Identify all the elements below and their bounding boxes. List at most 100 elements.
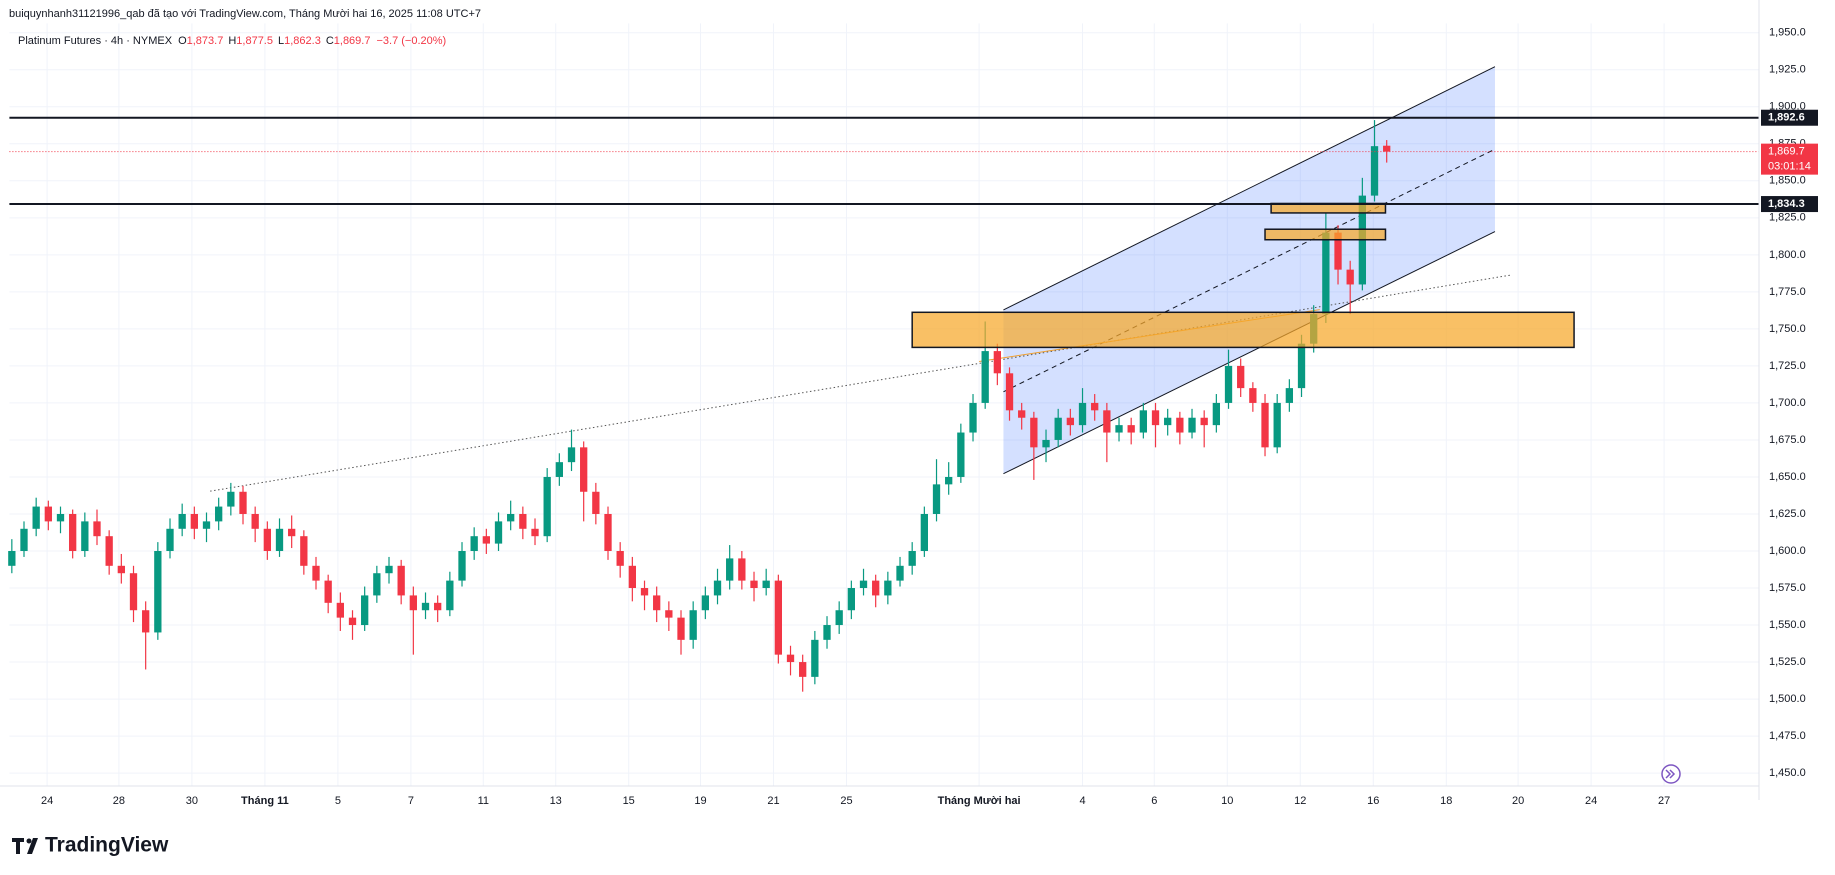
x-tick-label: 27	[1658, 795, 1670, 807]
candle-body	[251, 513, 259, 529]
candle-body	[580, 447, 588, 492]
y-tick-label: 1,900.0	[1769, 101, 1806, 113]
legend-symbol: Platinum Futures · 4h · NYMEX	[18, 35, 173, 47]
last-price-box	[1761, 143, 1818, 175]
candle-body	[653, 595, 661, 611]
candle-body	[81, 521, 89, 552]
candle-body	[409, 595, 417, 611]
candle-body	[1285, 388, 1294, 403]
candle-body	[969, 402, 977, 433]
y-tick-label: 1,600.0	[1769, 545, 1806, 557]
legend-value: 1,877.5	[236, 35, 273, 47]
y-tick-label: 1,575.0	[1769, 582, 1806, 594]
candle-body	[1273, 402, 1281, 448]
x-tick-label: 24	[41, 795, 53, 807]
candle-body	[336, 602, 344, 618]
y-tick-label: 1,925.0	[1769, 64, 1806, 76]
legend-value: 1,862.3	[284, 35, 321, 47]
y-tick-label: 1,825.0	[1769, 212, 1806, 224]
candle-body	[20, 528, 28, 552]
candle-body	[1018, 410, 1026, 418]
candle-body	[1030, 417, 1038, 448]
legend-key: O	[178, 35, 187, 47]
candle-body	[774, 580, 782, 655]
candle-body	[470, 536, 478, 552]
y-tick-label: 1,775.0	[1769, 286, 1806, 298]
candle-body	[859, 580, 868, 589]
axis-layer: 1,450.0 1,475.0 1,500.0 1,525.0 1,550.0 1,575…	[41, 27, 1818, 807]
candle-body	[1151, 410, 1160, 426]
candle-body	[932, 484, 941, 514]
candle-body	[458, 551, 466, 581]
candle-body	[531, 528, 539, 537]
legend-value: 1,869.7	[334, 35, 371, 47]
candle-body	[628, 565, 636, 589]
candle-body	[1176, 417, 1184, 433]
candle-body	[567, 447, 576, 463]
x-tick-label: Tháng 11	[241, 795, 289, 807]
y-tick-label: 1,725.0	[1769, 360, 1806, 372]
legend-key: L	[278, 35, 284, 47]
candle-body	[738, 558, 746, 581]
candle-body	[300, 536, 308, 566]
candle-body	[1212, 402, 1221, 426]
price-label: 1,892.6	[1768, 112, 1805, 124]
channel-mid-line	[1003, 148, 1496, 393]
candle-body	[288, 528, 296, 537]
candle-body	[361, 595, 369, 626]
candle-body	[1127, 425, 1135, 433]
candle-body	[275, 528, 284, 552]
overlay-layer	[9, 116, 1759, 349]
candle-body	[8, 551, 16, 566]
candle-body	[677, 617, 685, 640]
legend-value: 1,873.7	[187, 35, 224, 47]
candle-body	[129, 573, 138, 611]
button-icon[interactable]	[1665, 769, 1676, 779]
x-tick-label: 15	[623, 795, 635, 807]
price-label-box	[1761, 109, 1818, 126]
candle-body	[872, 580, 880, 596]
candle-body	[750, 580, 758, 589]
brand-logo	[12, 838, 38, 854]
candle-body	[69, 513, 77, 552]
candle-body	[1164, 417, 1172, 426]
candle-body	[592, 491, 600, 514]
x-tick-label: 10	[1221, 795, 1233, 807]
candle-body	[726, 558, 734, 581]
candle-body	[446, 580, 454, 611]
candle-body	[847, 588, 855, 611]
x-tick-label: 20	[1512, 795, 1524, 807]
candle-body	[920, 513, 929, 552]
candle-body	[1200, 417, 1208, 426]
candle-body	[1115, 425, 1123, 433]
x-tick-label: 21	[767, 795, 779, 807]
scroll-to-realtime-button[interactable]	[1661, 764, 1681, 784]
candle-body	[896, 565, 904, 581]
candle-body	[884, 580, 892, 596]
candle-body	[1297, 343, 1306, 389]
logo-part	[26, 838, 32, 844]
legend-change: −3.7 (−0.20%)	[376, 35, 446, 47]
candle-body	[1078, 402, 1087, 426]
candle-body	[835, 610, 843, 626]
candle-body	[1091, 402, 1099, 411]
candle-body	[555, 462, 563, 477]
candle-body	[1103, 410, 1111, 433]
candle-body	[117, 565, 125, 574]
candle-body	[178, 513, 186, 529]
candle-body	[434, 602, 442, 611]
candle-body	[263, 528, 271, 552]
candle-body	[993, 351, 1002, 374]
attribution: buiquynhanh31121996_qab đã tạo với Tradi…	[9, 8, 481, 20]
candle-body	[786, 654, 795, 663]
candle-body	[811, 639, 819, 677]
candle-body	[1346, 269, 1354, 285]
candle-body	[640, 588, 649, 596]
x-tick-label: 18	[1440, 795, 1452, 807]
candle-body	[482, 536, 490, 544]
candle-body	[543, 476, 551, 537]
countdown-label: 03:01:14	[1768, 161, 1811, 173]
y-tick-label: 1,800.0	[1769, 249, 1806, 261]
candle-body	[1261, 402, 1269, 448]
y-tick-label: 1,525.0	[1769, 656, 1806, 668]
